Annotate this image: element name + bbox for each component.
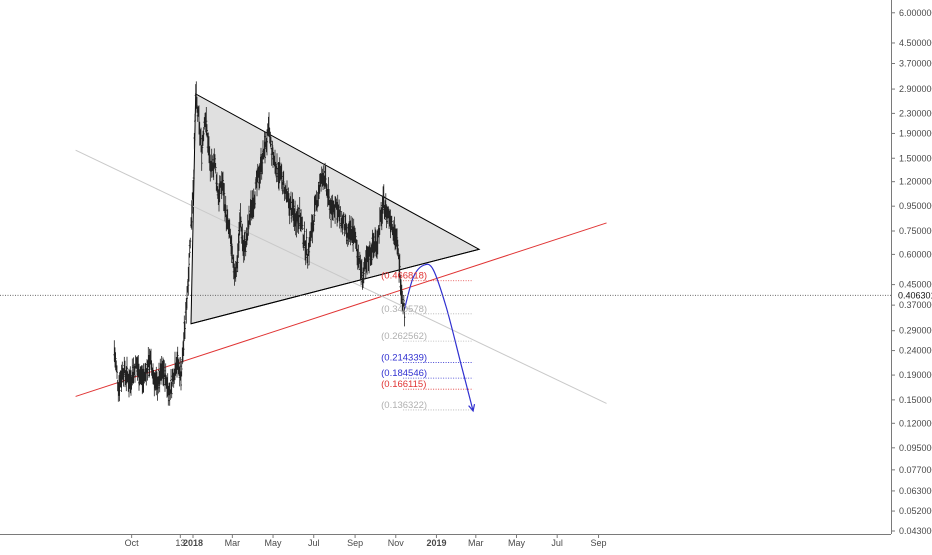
fib-level-label-5: (0.184546) [381,368,427,379]
y-tick-label-1: 6.000000 [899,8,932,18]
fib-level-label-1: (0.466818) [381,271,427,282]
trendline-2 [75,149,607,404]
current-price-label: 0.406301 [898,290,932,300]
x-tick-label-12: Jul [551,538,563,548]
y-tick-label-6: 1.900000 [899,128,932,138]
x-tick-label-11: May [508,538,526,548]
x-tick-label-3: 2018 [183,538,203,548]
fib-level-label-7: (0.136322) [381,400,427,411]
projection-curve [403,263,474,412]
x-tick-label-9: 2019 [426,538,446,548]
y-tick-label-23: 0.043000 [899,526,932,536]
x-tick-label-13: Sep [591,538,607,548]
x-tick-label-10: Mar [468,538,484,548]
x-tick-label-2: 13 [175,538,185,548]
x-tick-label-6: Jul [308,538,320,548]
x-tick-label-7: Sep [347,538,363,548]
current-price-badge [892,289,932,302]
fib-levels-layer: (0.466818) (0.340578) (0.262562) (0.214339)… [0,271,891,411]
y-tick-label-7: 1.500000 [899,153,932,163]
trendline-3 [190,248,480,325]
fib-level-label-2: (0.340578) [381,304,427,315]
y-tick-label-5: 2.300000 [899,108,932,118]
x-tick-label-4: Mar [225,538,241,548]
projection-arrowhead [468,403,476,413]
x-tick-label-1: Oct [125,538,140,548]
price-series-layer [113,81,406,406]
y-tick-label-3: 3.700000 [899,59,932,69]
fib-level-label-4: (0.214339) [381,352,427,363]
fib-level-label-6: (0.166115) [381,379,426,390]
x-tick-label-8: Nov [388,538,405,548]
price-bars [113,81,406,406]
fib-level-label-3: (0.262562) [381,331,427,342]
x-tick-label-5: May [265,538,283,548]
y-tick-label-4: 2.900000 [899,84,932,94]
y-tick-label-2: 4.500000 [899,38,932,48]
